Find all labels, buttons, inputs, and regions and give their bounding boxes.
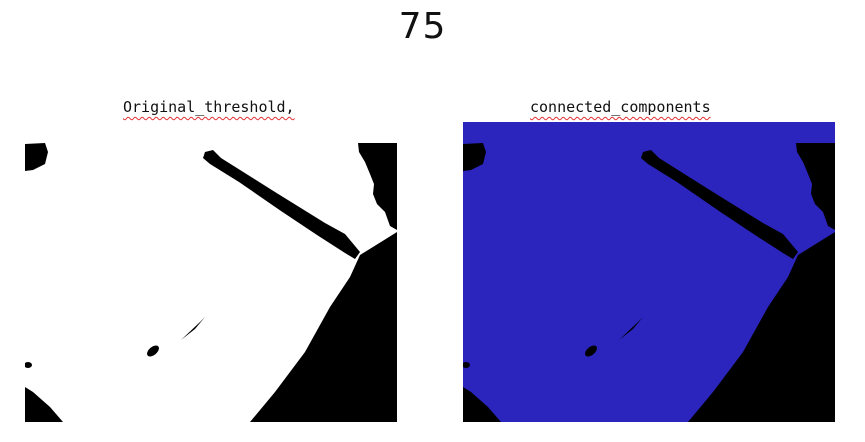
blob-tiny-dot xyxy=(25,362,32,368)
blob-top-right xyxy=(358,143,397,230)
blob-diagonal-rod xyxy=(641,150,798,259)
panel-label-original-threshold: Original_threshold, xyxy=(123,98,295,116)
blob-top-left xyxy=(25,143,48,171)
blob-tiny-dot xyxy=(463,362,470,368)
original-threshold-svg xyxy=(25,122,397,422)
panel-label-connected-components: connected_components xyxy=(530,98,711,116)
connected-components-svg xyxy=(463,122,835,422)
blob-small-ellipse xyxy=(147,345,159,357)
blob-top-right xyxy=(796,143,835,230)
original-threshold-image xyxy=(25,122,397,422)
blob-diagonal-rod xyxy=(203,150,360,259)
blob-bottom-left xyxy=(463,387,501,422)
blob-top-left xyxy=(463,143,486,171)
connected-components-image xyxy=(463,122,835,422)
image-top-strip xyxy=(25,122,397,143)
blob-bottom-left xyxy=(25,387,63,422)
figure-title: 75 xyxy=(398,6,447,47)
blob-small-ellipse xyxy=(585,345,597,357)
blob-bottom-right xyxy=(250,232,397,422)
blob-bottom-right xyxy=(688,232,835,422)
